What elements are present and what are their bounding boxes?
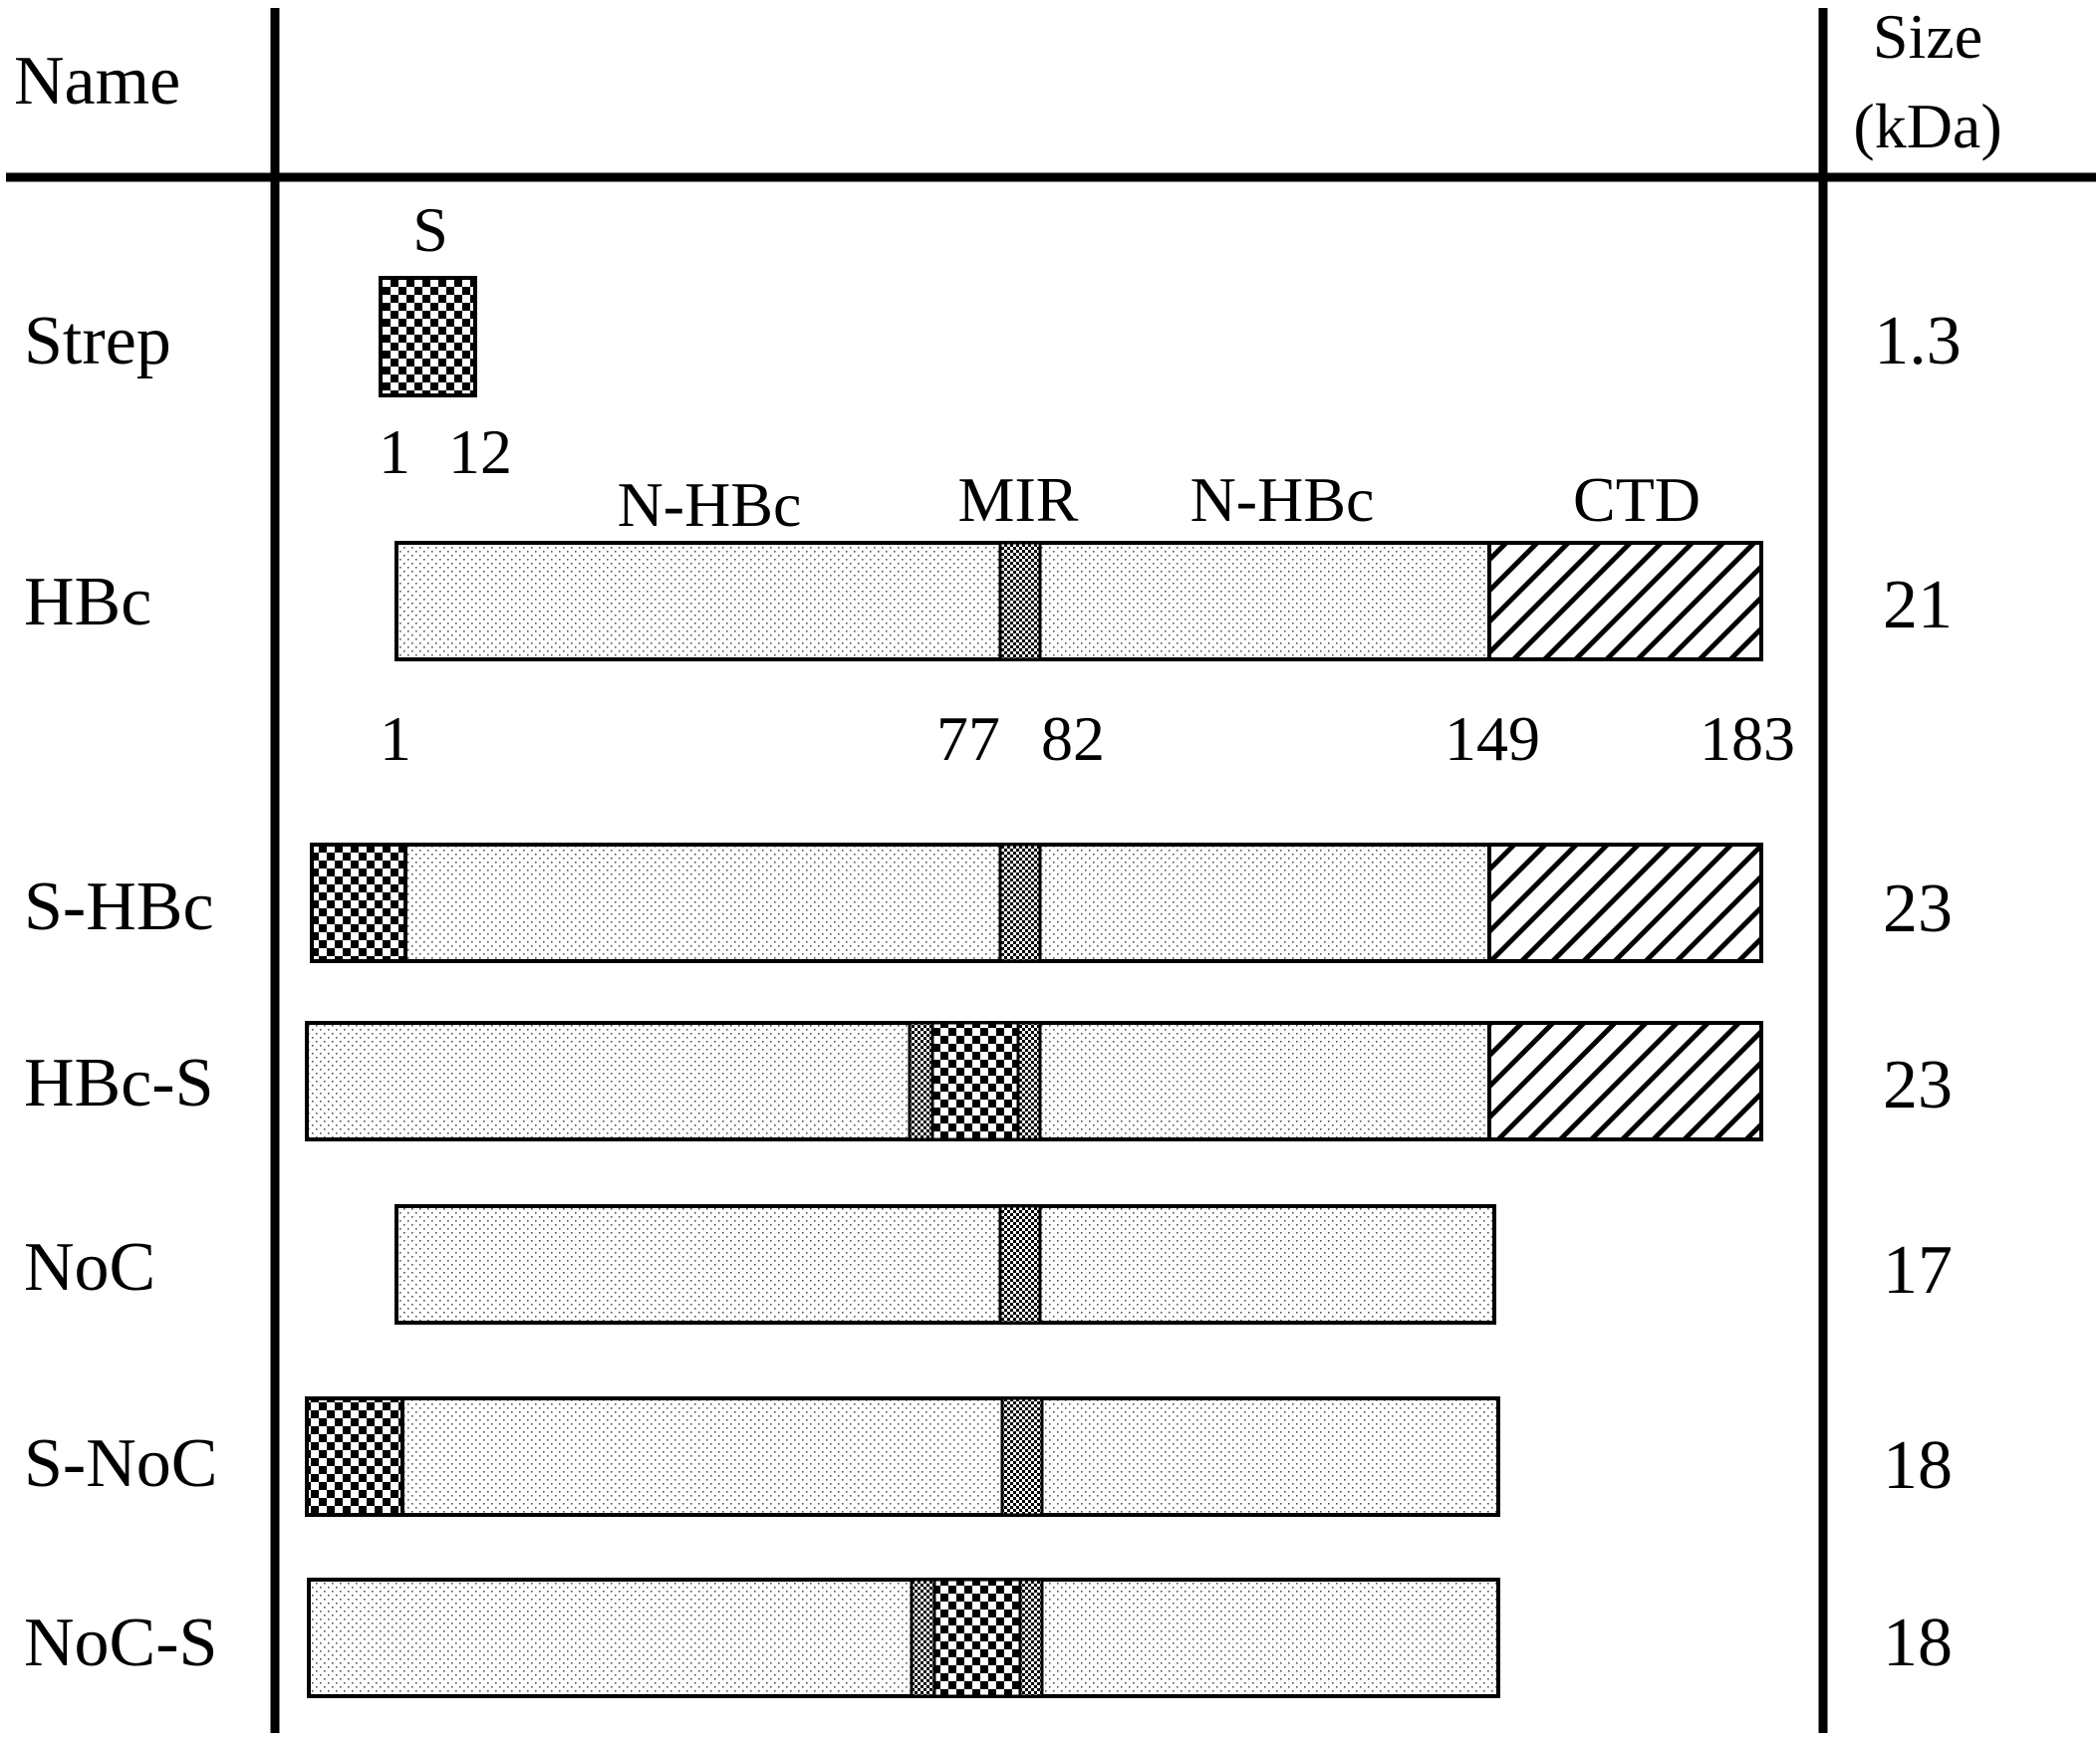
construct-bar-s-noc — [305, 1396, 1500, 1517]
ctd-segment — [1487, 541, 1763, 661]
mir-segment — [998, 541, 1042, 661]
strep-start-position: 1 — [379, 416, 410, 487]
hbc-position-149: 149 — [1444, 703, 1540, 774]
strep-tag-segment — [305, 1396, 404, 1517]
strep-end-position: 12 — [448, 416, 512, 487]
strep-tag-block — [379, 276, 477, 397]
mir-segment — [998, 1204, 1042, 1325]
construct-bar-noc-s — [307, 1578, 1500, 1698]
strep-tag-segment — [310, 843, 407, 963]
construct-name-hbc-s: HBc-S — [24, 1045, 214, 1121]
mir-segment — [998, 843, 1042, 963]
construct-name-s-noc: S-NoC — [24, 1425, 217, 1502]
hbc-position-1: 1 — [380, 703, 411, 774]
construct-name-noc-s: NoC-S — [24, 1605, 217, 1681]
construct-bar-s-hbc — [310, 843, 1763, 963]
construct-size-hbc-s: 23 — [1883, 1047, 1953, 1123]
construct-size-s-hbc: 23 — [1883, 870, 1953, 947]
construct-size-strep: 1.3 — [1874, 303, 1962, 379]
hbc-position-82: 82 — [1041, 703, 1105, 774]
size-column-header-line2: (kDa) — [1853, 91, 2001, 161]
mir-segment — [1000, 1396, 1044, 1517]
nhbc-segment — [394, 1204, 1496, 1325]
size-column-header-line1: Size — [1873, 1, 1982, 72]
strep-tag-segment — [932, 1578, 1022, 1698]
construct-size-s-noc: 18 — [1883, 1427, 1953, 1504]
construct-size-hbc: 21 — [1883, 567, 1953, 643]
construct-bar-noc — [394, 1204, 1496, 1325]
construct-name-hbc: HBc — [24, 564, 151, 640]
name-column-header: Name — [14, 43, 180, 120]
domain-label-nhbc-right: N-HBc — [1190, 464, 1375, 535]
construct-size-noc-s: 18 — [1883, 1605, 1953, 1681]
hbc-position-183: 183 — [1700, 703, 1795, 774]
nhbc-segment — [305, 1396, 1500, 1517]
strep-tag-label: S — [412, 194, 448, 265]
construct-size-noc: 17 — [1883, 1232, 1953, 1309]
strep-tag-segment — [930, 1021, 1020, 1141]
nhbc-segment — [307, 1578, 1500, 1698]
domain-label-nhbc-left: N-HBc — [618, 469, 802, 540]
construct-bar-hbc — [394, 541, 1763, 661]
construct-name-s-hbc: S-HBc — [24, 869, 214, 945]
domain-label-mir: MIR — [958, 464, 1079, 535]
ctd-segment — [1487, 1021, 1763, 1141]
construct-name-noc: NoC — [24, 1229, 155, 1306]
construct-name-strep: Strep — [24, 303, 171, 379]
ctd-segment — [1487, 843, 1763, 963]
construct-bar-hbc-s — [305, 1021, 1763, 1141]
hbc-position-77: 77 — [936, 703, 1000, 774]
domain-label-ctd: CTD — [1573, 464, 1701, 535]
